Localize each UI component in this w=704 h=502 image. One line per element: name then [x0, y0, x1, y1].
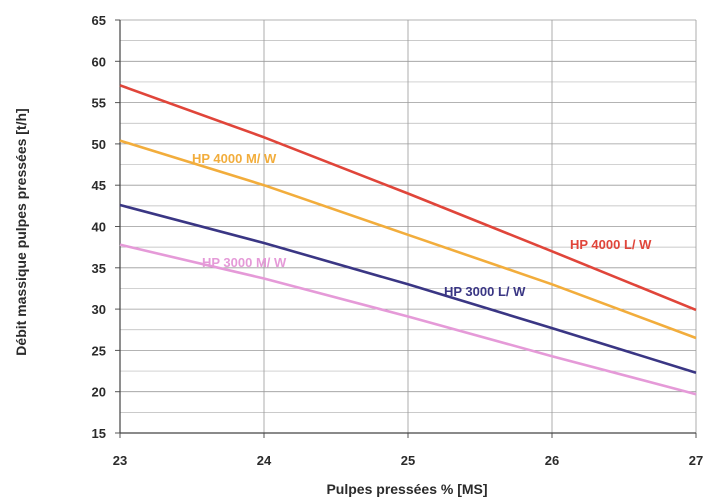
x-tick-label: 24 — [257, 453, 272, 468]
series-label-0: HP 4000 L/ W — [570, 237, 652, 252]
x-tick-label: 27 — [689, 453, 703, 468]
series-line-0 — [119, 84, 697, 312]
y-tick-label: 30 — [92, 302, 106, 317]
series-line-1 — [119, 139, 697, 340]
x-tick-label: 23 — [113, 453, 127, 468]
series-label-1: HP 4000 M/ W — [192, 151, 277, 166]
series-label-3: HP 3000 M/ W — [202, 255, 287, 270]
series-lines — [119, 84, 697, 396]
y-tick-label: 25 — [92, 343, 106, 358]
x-tick-label: 26 — [545, 453, 559, 468]
y-tick-label: 15 — [92, 426, 106, 441]
y-axis-title: Débit massique pulpes pressées [t/h] — [13, 108, 29, 355]
y-tick-label: 60 — [92, 54, 106, 69]
axes — [115, 19, 697, 438]
x-axis-title: Pulpes pressées % [MS] — [326, 481, 487, 497]
y-tick-label: 40 — [92, 220, 106, 235]
series-label-2: HP 3000 L/ W — [444, 284, 526, 299]
y-tick-label: 65 — [92, 13, 106, 28]
tick-labels: 15 20 25 30 35 40 45 50 55 60 65 23 24 25 26 27 — [92, 13, 704, 468]
y-tick-label: 55 — [92, 96, 106, 111]
y-tick-label: 20 — [92, 385, 106, 400]
y-tick-label: 45 — [92, 178, 106, 193]
x-tick-label: 25 — [401, 453, 415, 468]
grid — [119, 19, 697, 434]
series-labels: HP 4000 L/ W HP 4000 M/ W HP 3000 L/ W HP 3… — [192, 151, 652, 299]
y-tick-label: 35 — [92, 261, 106, 276]
y-tick-label: 50 — [92, 137, 106, 152]
series-line-3 — [119, 243, 697, 396]
series-line-2 — [119, 203, 697, 374]
